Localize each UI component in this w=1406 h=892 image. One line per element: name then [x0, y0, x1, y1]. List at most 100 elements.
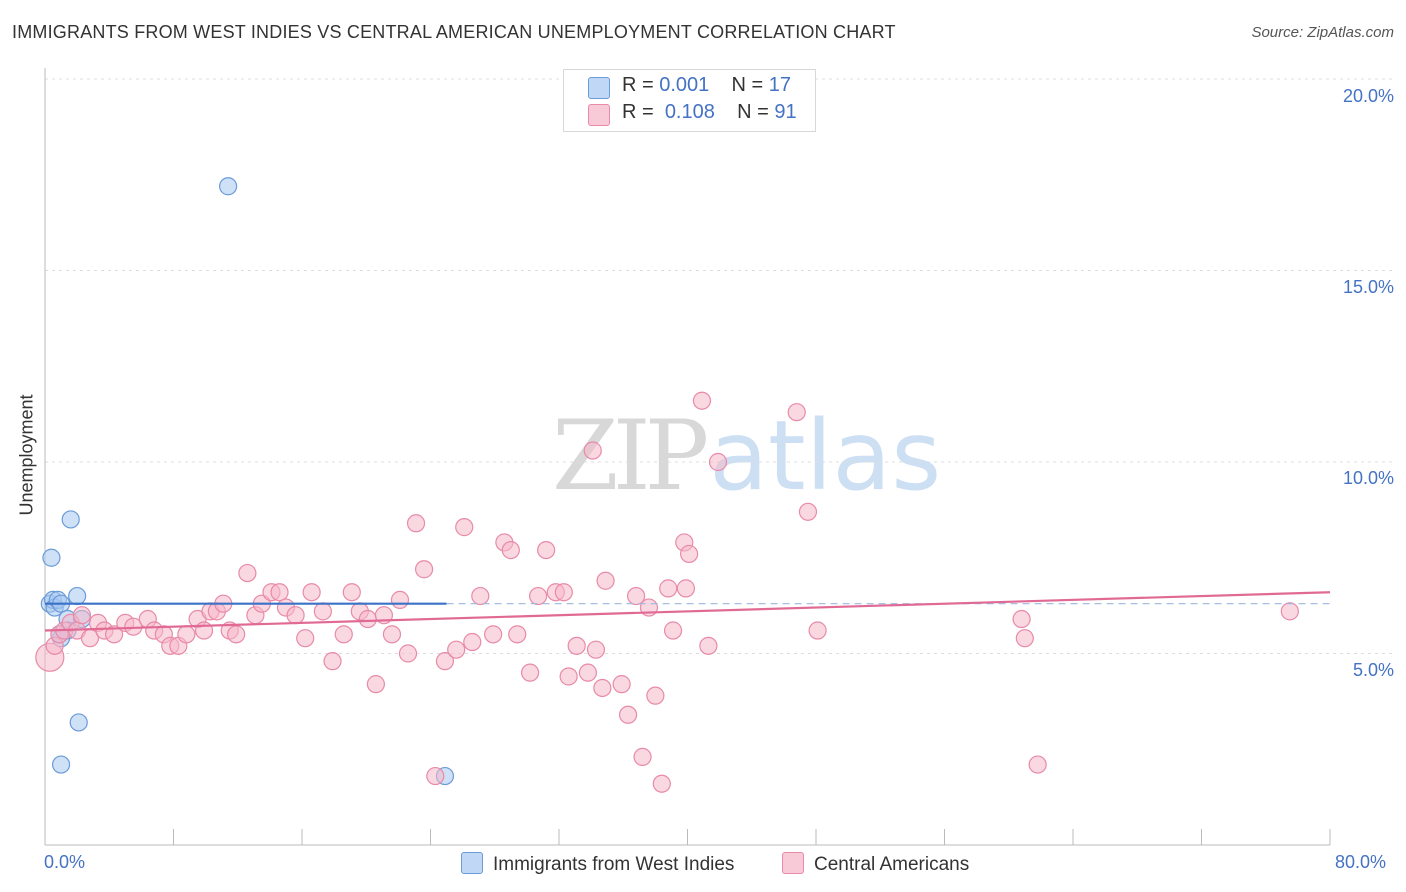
central-americans-point: [501, 540, 520, 560]
axes: [44, 68, 1331, 846]
central-americans-point: [177, 625, 196, 644]
central-americans-point: [798, 502, 818, 521]
y-tick-label: 10.0%: [1342, 468, 1394, 488]
central-americans-point: [567, 636, 586, 655]
central-americans-point: [463, 632, 482, 652]
central-americans-point: [529, 586, 548, 606]
central-americans-point: [302, 583, 321, 602]
watermark: ZIPatlas: [552, 400, 941, 512]
central-americans-point: [313, 602, 332, 621]
central-americans-point: [1028, 755, 1047, 774]
central-americans-point: [342, 583, 361, 602]
central-americans-point: [286, 606, 305, 625]
central-americans-point: [626, 586, 646, 606]
central-americans-point: [646, 686, 665, 705]
central-americans-point: [1015, 629, 1034, 648]
x-tick-label: 80.0%: [1335, 852, 1387, 872]
central-americans-point: [633, 747, 652, 767]
legend-r-label: R =: [622, 101, 654, 123]
y-tick-label: 5.0%: [1352, 660, 1394, 680]
y-tick-label: 20.0%: [1342, 86, 1394, 106]
legend-swatch-pink: [588, 104, 610, 126]
west-indies-point: [219, 177, 238, 196]
central-americans-point: [238, 563, 257, 583]
central-americans-point: [270, 583, 289, 602]
central-americans-point: [680, 544, 699, 564]
watermark-atlas: atlas: [709, 400, 942, 512]
central-americans-point: [520, 663, 540, 682]
data-points: [35, 177, 1299, 793]
bottom-legend-central-americans: Central Americans: [782, 852, 969, 876]
central-americans-point: [414, 560, 434, 579]
central-americans-point: [663, 621, 683, 640]
chart-title: IMMIGRANTS FROM WEST INDIES VS CENTRAL A…: [12, 22, 896, 42]
central-americans-point: [612, 675, 631, 694]
central-americans-point: [398, 644, 418, 663]
central-americans-point: [426, 766, 445, 786]
west-indies-point: [51, 755, 71, 774]
west-indies-point: [61, 510, 80, 529]
west-indies-point: [69, 713, 88, 732]
legend-r-value: 0.001: [659, 74, 710, 96]
legend-n-value: 91: [774, 101, 797, 123]
central-americans-point: [708, 452, 728, 472]
correlation-legend: R = 0.001 N = 17 R = 0.108 N = 91: [563, 69, 816, 132]
central-americans-point: [578, 663, 598, 682]
central-americans-trend-line: [44, 591, 1331, 632]
central-americans-point: [296, 629, 315, 648]
central-americans-point: [1280, 602, 1299, 621]
central-americans-point: [659, 579, 678, 598]
central-americans-point: [72, 606, 92, 625]
x-tick-label: 0.0%: [44, 852, 86, 872]
source-label: Source: ZipAtlas.com: [1251, 24, 1394, 41]
watermark-zip: ZIP: [552, 400, 709, 512]
central-americans-point: [537, 540, 556, 560]
legend-r-label: R =: [622, 74, 654, 96]
central-americans-point: [382, 625, 402, 644]
central-americans-point: [390, 590, 410, 609]
west-indies-point: [68, 586, 87, 606]
y-tick-label: 15.0%: [1342, 277, 1394, 297]
central-americans-point: [406, 514, 426, 533]
central-americans-point: [358, 609, 377, 629]
legend-n-value: 17: [768, 74, 792, 96]
central-americans-point: [484, 625, 503, 644]
bottom-legend-swatch-pink: [782, 852, 804, 874]
central-americans-point: [808, 621, 827, 640]
central-americans-point: [699, 636, 718, 655]
central-americans-point: [447, 640, 466, 659]
central-americans-point: [554, 583, 573, 602]
y-axis-label: Unemployment: [16, 394, 37, 516]
central-americans-point: [323, 652, 342, 671]
legend-swatch-blue: [588, 77, 610, 99]
central-americans-point: [676, 579, 695, 598]
central-americans-point: [586, 640, 606, 659]
bottom-legend-swatch-blue: [461, 852, 483, 874]
central-americans-point: [104, 625, 124, 644]
bottom-legend-label: Immigrants from West Indies: [493, 854, 735, 875]
central-americans-point: [471, 586, 490, 606]
central-americans-point: [227, 625, 246, 644]
central-americans-point: [596, 571, 615, 590]
central-americans-point: [559, 667, 578, 686]
legend-n-label: N =: [731, 74, 764, 96]
legend-n-label: N =: [737, 101, 769, 123]
legend-r-value: 0.108: [664, 101, 715, 123]
bottom-legend-west-indies: Immigrants from West Indies: [461, 852, 734, 876]
central-americans-point: [366, 675, 385, 694]
central-americans-point: [583, 441, 602, 460]
central-americans-point: [508, 625, 527, 644]
central-americans-point: [455, 518, 474, 537]
bottom-legend-label: Central Americans: [814, 854, 970, 875]
central-americans-point: [652, 774, 671, 793]
trend-lines: [44, 591, 1331, 632]
central-americans-point: [593, 678, 612, 698]
central-americans-point: [334, 625, 353, 644]
central-americans-point: [1012, 609, 1031, 629]
central-americans-point: [618, 705, 638, 724]
west-indies-point: [42, 548, 61, 567]
central-americans-point: [435, 652, 455, 671]
central-americans-point: [692, 391, 712, 410]
central-americans-point: [787, 403, 806, 422]
